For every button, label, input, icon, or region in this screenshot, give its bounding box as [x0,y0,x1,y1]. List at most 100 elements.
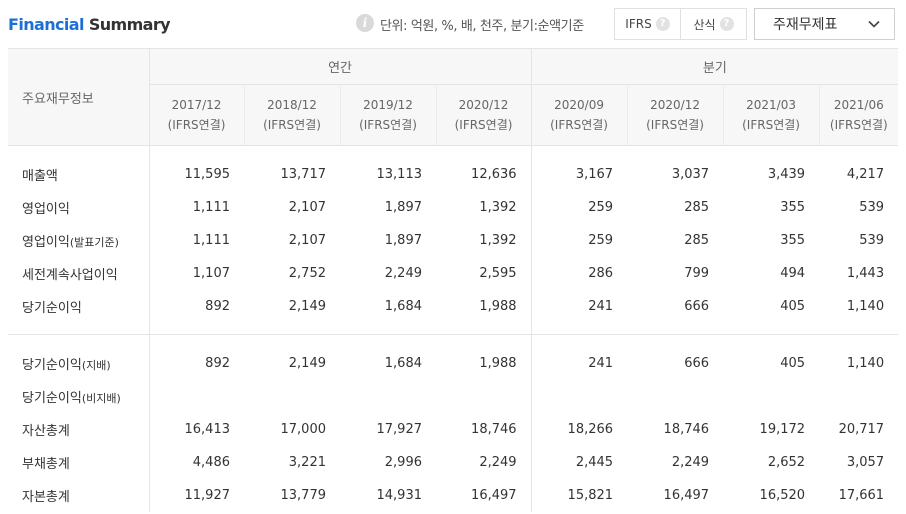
period-date: 2018/12 [267,98,317,112]
table-row: 세전계속사업이익 1,107 2,752 2,249 2,595 286 799 494 1,4… [8,256,898,290]
value-cell [819,380,898,413]
table-row: 영업이익(발표기준) 1,111 2,107 1,897 1,392 259 285 355 5… [8,223,898,257]
spacer-cell [244,322,340,335]
value-cell: 405 [780,355,806,371]
value-cell: 17,661 [838,487,885,503]
spacer-cell [8,334,150,347]
row-label-text: 매출액 [22,168,58,184]
value-cell: 405 [780,298,806,314]
formula-option[interactable]: 산식 ? [680,9,746,39]
value-cell: 1,988 [436,289,532,323]
row-label-text: 당기순이익 [22,300,82,316]
row-label-text: 자산총계 [22,423,70,439]
period-header: 2018/12 (IFRS연결) [244,84,341,146]
value-cell: 15,821 [567,487,614,503]
value-cell: 285 [684,232,710,248]
value-cell: 1,443 [846,265,885,281]
spacer-cell [723,335,819,347]
value-cell: 241 [588,355,614,371]
value-cell: 355 [780,232,806,248]
period-date: 2021/06 [833,98,884,112]
spacer-row [8,334,898,347]
spacer-cell [149,322,244,335]
spacer-cell [436,322,532,335]
row-label: 영업이익(발표기준) [8,223,150,257]
value-cell: 2,249 [384,265,422,281]
unit-text: 단위: 억원, %, 배, 천주, 분기:순액기준 [380,19,584,34]
value-cell: 3,057 [846,454,885,470]
period-basis: (IFRS연결) [454,118,513,132]
period-date: 2020/12 [650,98,700,112]
table-body: 매출액 11,595 13,717 13,113 12,636 3,167 3,037 3,4… [8,145,899,512]
table-row: 당기순이익(지배) 892 2,149 1,684 1,988 241 666 405 1,14… [8,346,898,380]
top-bar: Financial Summary i 단위: 억원, %, 배, 천주, 분기… [0,0,906,48]
value-cell: 539 [859,199,885,215]
row-label: 당기순이익 [8,289,150,323]
row-label: 매출액 [8,157,150,191]
info-icon[interactable]: i [356,14,374,32]
value-cell: 4,486 [192,454,230,470]
help-icon[interactable]: ? [719,17,734,31]
value-cell: 13,779 [280,487,327,503]
period-date: 2017/12 [171,98,222,112]
row-label: 당기순이익(지배) [8,346,150,380]
value-cell: 12,636 [436,157,532,191]
period-date: 2019/12 [363,98,413,112]
value-cell: 11,927 [184,487,231,503]
value-cell: 892 [205,355,230,371]
value-cell [723,380,819,413]
row-label: 자본총계 [8,478,150,512]
spacer-cell [723,146,819,158]
spacer-cell [723,322,820,335]
title-part2: Summary [88,15,171,34]
help-icon[interactable]: ? [655,17,670,31]
period-basis: (IFRS연결) [829,118,888,132]
spacer-cell [531,335,627,347]
title-part1: Financial [8,15,84,34]
basis-toggle: IFRS ? 산식 ? [614,8,747,40]
ifrs-label: IFRS [625,17,652,31]
value-cell: 4,217 [846,166,885,182]
value-cell: 1,107 [192,265,230,281]
spacer-cell [436,145,532,158]
table-row: 영업이익 1,111 2,107 1,897 1,392 259 285 355 539 [8,190,898,224]
value-cell: 1,897 [384,199,422,215]
row-label-text: 세전계속사업이익 [22,267,118,283]
table-row: 당기순이익(비지배) [8,379,898,413]
period-basis: (IFRS연결) [550,118,608,132]
label-column-header: 주요재무정보 [8,48,150,146]
value-cell: 1,684 [384,355,422,371]
spacer-cell [340,146,436,158]
value-cell: 892 [205,298,230,314]
row-label-qualifier: (비지배) [81,391,121,405]
annual-group-header: 연간 [149,48,532,85]
value-cell: 2,652 [767,454,806,470]
spacer-cell [819,322,899,335]
statement-select[interactable]: 주재무제표 [754,8,895,40]
ifrs-option[interactable]: IFRS ? [615,9,680,39]
value-cell: 3,221 [288,454,326,470]
value-cell: 285 [684,199,710,215]
value-cell: 2,249 [436,445,532,479]
value-cell: 1,392 [436,223,532,257]
value-cell: 1,684 [384,298,422,314]
quarter-group-header: 분기 [531,48,899,85]
period-basis: (IFRS연결) [263,118,321,132]
row-label: 세전계속사업이익 [8,256,150,290]
period-header: 2020/09 (IFRS연결) [531,84,628,146]
value-cell: 18,746 [436,412,532,446]
row-label: 부채총계 [8,445,150,479]
value-cell [340,380,436,413]
value-cell: 2,752 [288,265,326,281]
value-cell: 16,413 [184,421,231,437]
value-cell: 16,497 [436,478,532,512]
value-cell: 16,520 [759,487,806,503]
period-header: 2020/12 (IFRS연결) [627,84,724,146]
period-date: 2021/03 [746,98,796,112]
row-label: 자산총계 [8,412,150,446]
spacer-row [8,145,898,158]
page-title: Financial Summary [8,15,171,34]
value-cell: 1,140 [846,355,885,371]
table-row: 부채총계 4,486 3,221 2,996 2,249 2,445 2,249 2,652 3… [8,445,898,479]
period-header: 2019/12 (IFRS연결) [340,84,437,146]
